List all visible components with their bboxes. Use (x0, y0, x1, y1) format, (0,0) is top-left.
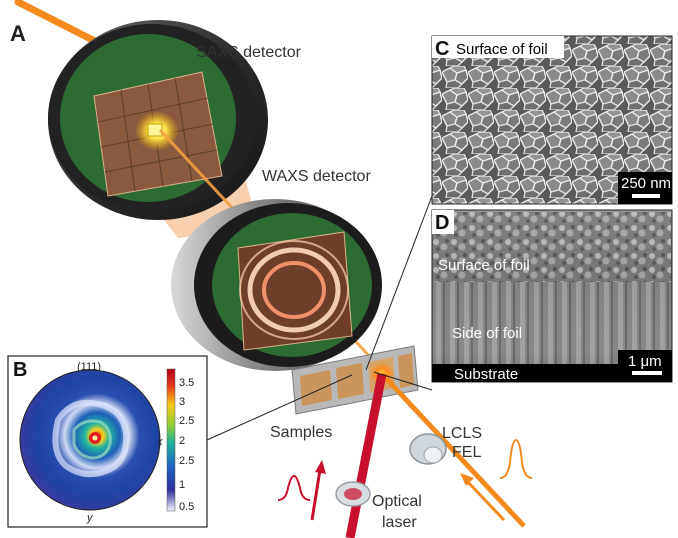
panel-d-side-label: Side of foil (452, 325, 522, 342)
panel-c-scalebar (632, 194, 660, 198)
fel-label-line1: LCLS (442, 425, 482, 442)
connector-d-1 (365, 195, 433, 371)
panel-d-scalebar-label: 1 μm (628, 353, 662, 370)
laser-label-line2: laser (382, 514, 417, 531)
laser-lens-icon (335, 481, 371, 507)
saxs-detector (48, 20, 268, 220)
colorbar-tick-3: 2 (179, 435, 185, 447)
fel-lens-icon (409, 433, 447, 465)
panel-d-letter-bg (432, 210, 454, 234)
panel-c-scalebar-bg (618, 172, 672, 204)
waxs-detector-label: WAXS detector (262, 168, 371, 185)
colorbar-tick-5: 1 (179, 479, 185, 491)
connector-b (206, 374, 353, 441)
colorbar-ticks: 3.5 3 2.5 2 2.5 1 0.5 (179, 377, 194, 513)
colorbar-tick-2: 2.5 (179, 415, 194, 427)
panel-b: B (111) x y 3.5 3 2.5 2 2.5 1 0.5 (7, 355, 208, 528)
colorbar-tick-0: 3.5 (179, 377, 194, 389)
panel-c-letter: C (435, 38, 449, 60)
pole-axis-y: y (86, 512, 94, 524)
waxs-detector (171, 199, 382, 371)
panel-d-letter: D (435, 212, 449, 234)
colorbar-tick-4: 2.5 (179, 455, 194, 467)
panel-d-surface-label: Surface of foil (438, 257, 530, 274)
connector-d-2 (373, 371, 433, 391)
panel-c-scalebar-label: 250 nm (621, 175, 671, 192)
colorbar (166, 368, 176, 512)
optical-laser-beam (345, 373, 387, 538)
pole-axis-x: x (156, 436, 163, 448)
panel-d: D Surface of foil Side of foil Substrate… (431, 209, 673, 383)
panel-c: C Surface of foil 250 nm (431, 35, 673, 205)
fel-pulse-icon (499, 438, 533, 479)
panel-c-title-bg (432, 36, 564, 58)
laser-pulse-icon (277, 474, 311, 501)
panel-d-substrate (432, 364, 672, 382)
panel-c-title: Surface of foil (456, 41, 548, 58)
colorbar-tick-1: 3 (179, 396, 185, 408)
fel-direction-arrow (460, 473, 506, 522)
pole-figure (19, 369, 161, 511)
panel-d-surface-texture (433, 212, 671, 282)
laser-direction-arrow (310, 460, 326, 521)
panel-d-scalebar-bg (618, 350, 672, 382)
fel-label-line2: FEL (452, 444, 481, 461)
saxs-detector-label: SAXS detector (196, 44, 302, 61)
panel-a-letter: A (10, 21, 26, 46)
fel-beam (380, 372, 526, 528)
panel-d-substrate-label: Substrate (454, 366, 518, 383)
laser-label-line1: Optical (372, 493, 422, 510)
panel-d-scalebar (632, 371, 662, 375)
colorbar-tick-6: 0.5 (179, 501, 194, 513)
panel-a: A SAXS detector (10, 0, 533, 538)
samples-label: Samples (270, 424, 332, 441)
panel-b-letter: B (13, 359, 27, 381)
